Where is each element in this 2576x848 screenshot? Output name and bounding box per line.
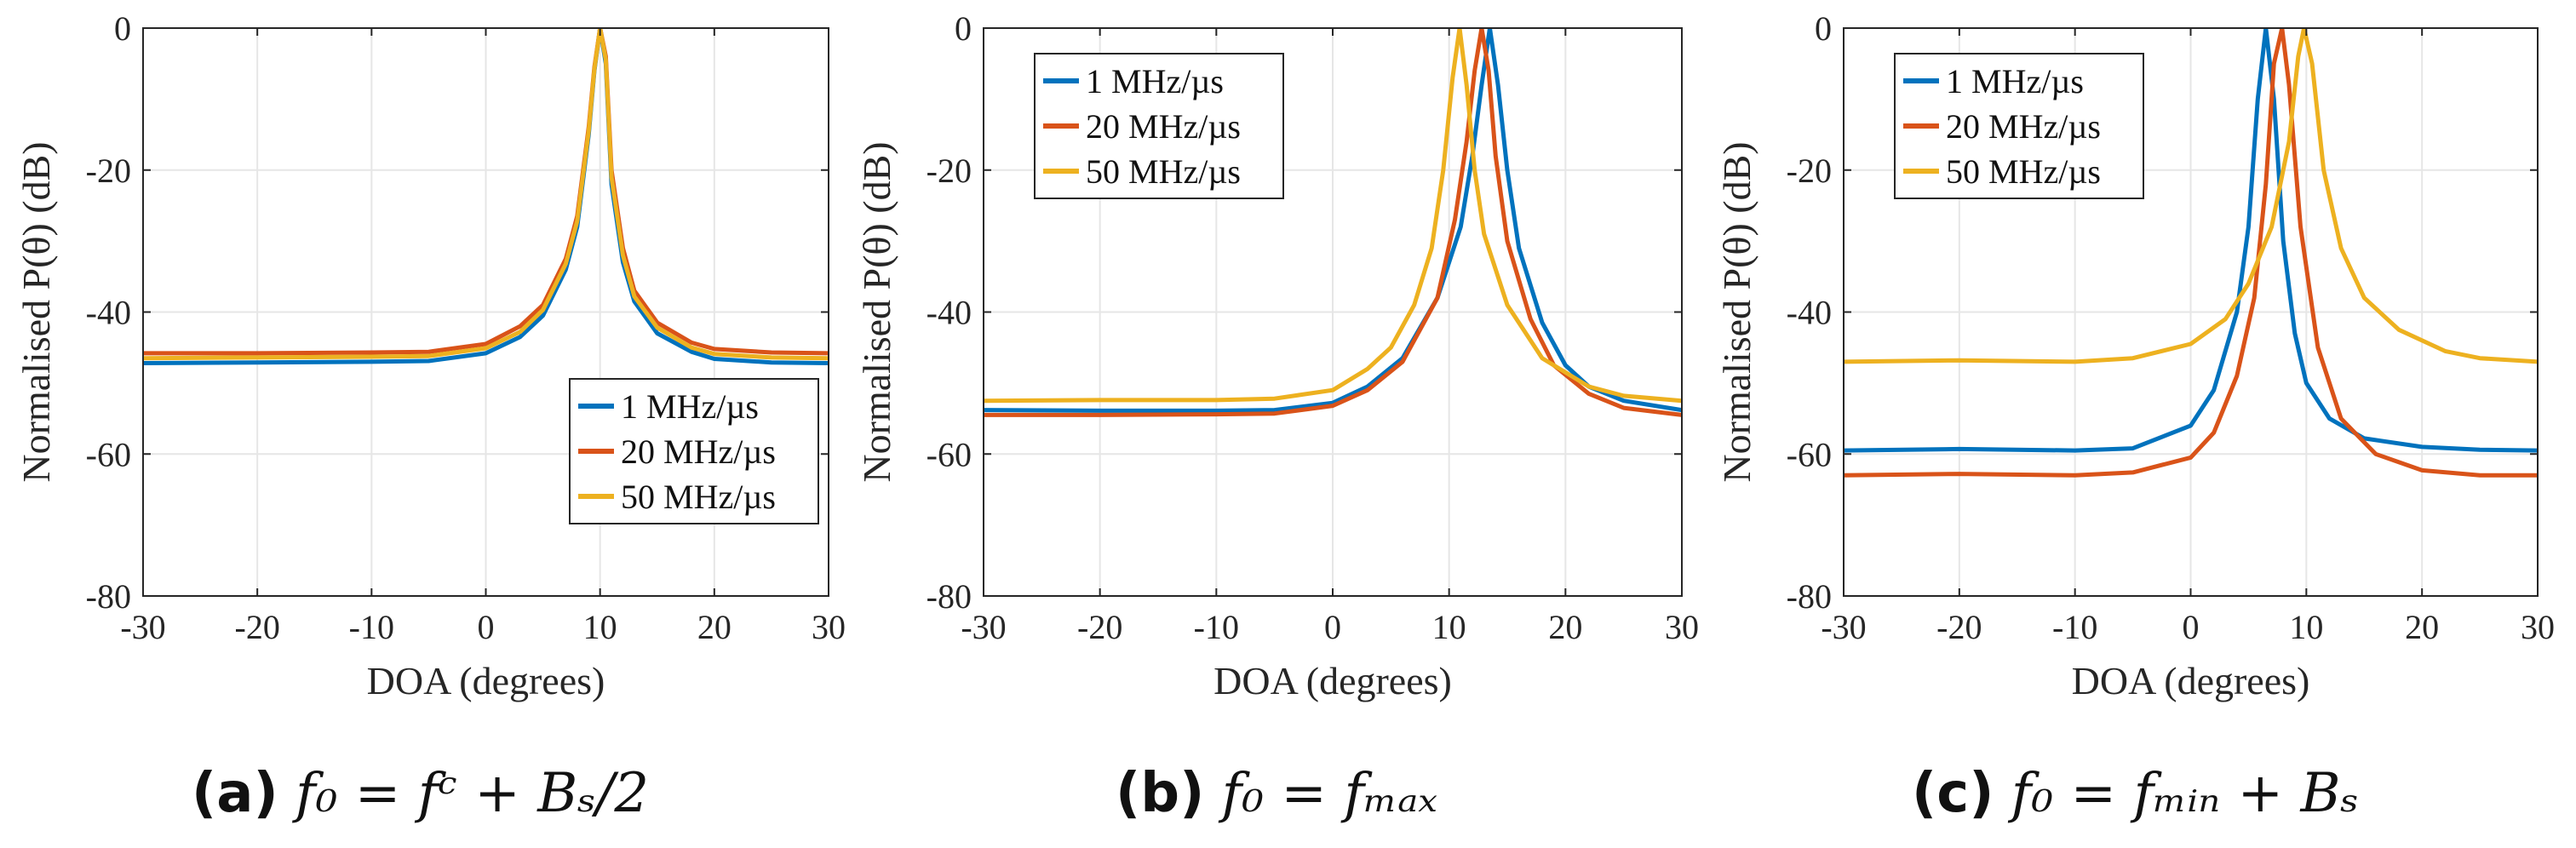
y-tick-label: -80 bbox=[927, 577, 972, 616]
series-line-3 bbox=[1844, 28, 2538, 364]
caption-a-math: f₀ = fᶜ + Bₛ/2 bbox=[295, 762, 650, 825]
x-tick-label: 10 bbox=[1432, 608, 1466, 646]
legend-label: 20 MHz/µs bbox=[1086, 107, 1241, 146]
x-tick-label: -30 bbox=[120, 608, 165, 646]
x-tick-label: -10 bbox=[349, 608, 394, 646]
y-tick-label: 0 bbox=[955, 9, 972, 48]
y-tick-label: -60 bbox=[86, 435, 131, 473]
x-tick-label: -20 bbox=[1936, 608, 1982, 646]
x-axis-label: DOA (degrees) bbox=[367, 659, 605, 702]
y-tick-label: 0 bbox=[114, 9, 131, 48]
x-tick-label: 0 bbox=[1324, 608, 1341, 646]
x-tick-label: -10 bbox=[1194, 608, 1239, 646]
panel-3: -30 -20 -10 0 10 20 30 -80 -60 -40 -20 0 DOA (degree… bbox=[1715, 9, 2555, 702]
legend-label: 50 MHz/µs bbox=[1946, 152, 2101, 191]
series-line-1 bbox=[984, 28, 1682, 413]
caption-b: (b) f₀ = fₘₐₓ bbox=[1116, 762, 1437, 825]
y-tick-label: 0 bbox=[1815, 9, 1832, 48]
y-tick-label: -40 bbox=[1787, 294, 1832, 332]
x-tick-label: 30 bbox=[2521, 608, 2555, 646]
x-tick-label: -10 bbox=[2052, 608, 2097, 646]
legend-label: 1 MHz/µs bbox=[1086, 62, 1224, 100]
series-line-1 bbox=[1844, 28, 2538, 453]
y-tick-label: -60 bbox=[927, 435, 972, 473]
x-tick-label: 30 bbox=[812, 608, 846, 646]
x-axis-label: DOA (degrees) bbox=[2072, 659, 2310, 702]
legend-label: 1 MHz/µs bbox=[1946, 62, 2084, 100]
x-tick-label: 10 bbox=[583, 608, 617, 646]
caption-b-math: f₀ = fₘₐₓ bbox=[1221, 762, 1437, 825]
caption-c: (c) f₀ = fₘᵢₙ + Bₛ bbox=[1912, 762, 2359, 825]
caption-c-label: (c) bbox=[1912, 762, 1994, 825]
panel-1: -30 -20 -10 0 10 20 30 -80 -60 -40 -20 0 DOA (degree… bbox=[14, 9, 846, 702]
y-tick-label: -80 bbox=[1787, 577, 1832, 616]
y-tick-label: -20 bbox=[1787, 152, 1832, 190]
x-axis-label: DOA (degrees) bbox=[1213, 659, 1452, 702]
caption-b-label: (b) bbox=[1116, 762, 1205, 825]
x-tick-label: 0 bbox=[2183, 608, 2200, 646]
y-tick-label: -40 bbox=[927, 294, 972, 332]
y-axis-label: Normalised P(θ) (dB) bbox=[855, 141, 898, 482]
caption-a-label: (a) bbox=[192, 762, 278, 825]
x-tick-label: 10 bbox=[2289, 608, 2323, 646]
legend: 1 MHz/µs 20 MHz/µs 50 MHz/µs bbox=[1894, 53, 2144, 199]
x-tick-label: 20 bbox=[1548, 608, 1582, 646]
legend-label: 20 MHz/µs bbox=[621, 433, 776, 471]
series-line-3 bbox=[984, 28, 1682, 404]
panel-2: -30 -20 -10 0 10 20 30 -80 -60 -40 -20 0 DOA (degree… bbox=[855, 9, 1699, 702]
y-tick-label: -20 bbox=[927, 152, 972, 190]
y-axis-label: Normalised P(θ) (dB) bbox=[1715, 141, 1758, 482]
series-line-3 bbox=[143, 28, 829, 361]
x-tick-label: -30 bbox=[1821, 608, 1866, 646]
caption-a: (a) f₀ = fᶜ + Bₛ/2 bbox=[192, 762, 649, 825]
x-tick-label: 0 bbox=[478, 608, 495, 646]
legend-label: 50 MHz/µs bbox=[1086, 152, 1241, 191]
x-tick-label: 20 bbox=[697, 608, 731, 646]
y-axis-label: Normalised P(θ) (dB) bbox=[14, 141, 58, 482]
y-tick-label: -60 bbox=[1787, 435, 1832, 473]
caption-c-math: f₀ = fₘᵢₙ + Bₛ bbox=[2011, 762, 2360, 825]
x-tick-label: -20 bbox=[235, 608, 280, 646]
legend-label: 50 MHz/µs bbox=[621, 478, 776, 516]
legend-label: 1 MHz/µs bbox=[621, 387, 759, 426]
y-tick-label: -20 bbox=[86, 152, 131, 190]
x-tick-label: -30 bbox=[961, 608, 1006, 646]
y-tick-label: -80 bbox=[86, 577, 131, 616]
x-tick-label: 20 bbox=[2405, 608, 2439, 646]
series-line-2 bbox=[1844, 28, 2538, 478]
legend: 1 MHz/µs 20 MHz/µs 50 MHz/µs bbox=[1034, 53, 1284, 199]
x-tick-label: -20 bbox=[1077, 608, 1122, 646]
legend-label: 20 MHz/µs bbox=[1946, 107, 2101, 146]
legend: 1 MHz/µs 20 MHz/µs 50 MHz/µs bbox=[569, 378, 819, 524]
y-tick-label: -40 bbox=[86, 294, 131, 332]
x-tick-label: 30 bbox=[1665, 608, 1699, 646]
